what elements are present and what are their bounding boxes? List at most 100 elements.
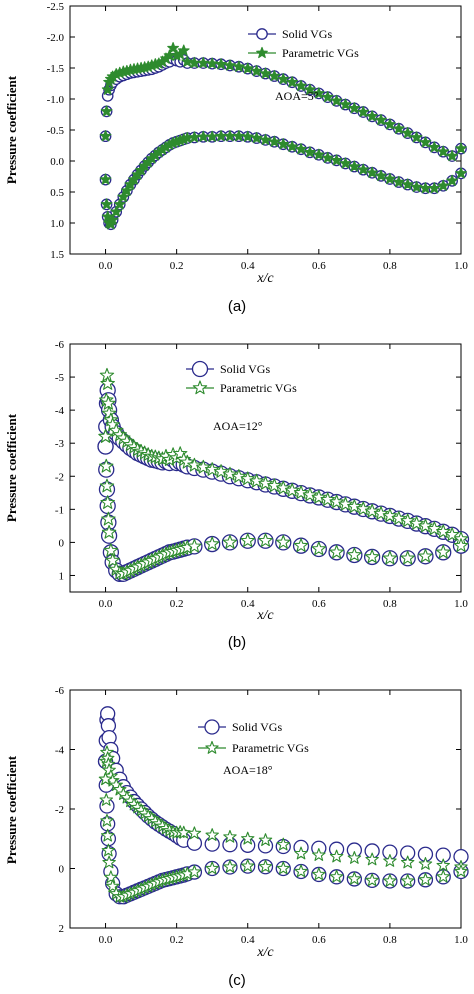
data-point — [444, 527, 460, 542]
legend-circle-marker — [191, 360, 209, 378]
x-tick-label: 0.4 — [241, 598, 255, 610]
x-axis-label: x/c — [256, 608, 274, 623]
data-point — [365, 873, 379, 887]
data-point — [224, 59, 236, 71]
x-tick-label: 0.0 — [99, 598, 113, 610]
data-point — [241, 130, 254, 142]
y-axis-label: Pressure coefficient — [4, 755, 19, 864]
data-point — [187, 538, 202, 553]
data-point — [97, 438, 114, 455]
data-point — [99, 458, 114, 473]
data-point — [339, 157, 352, 169]
series-parametric-vgs — [98, 367, 469, 581]
data-point — [101, 843, 116, 857]
legend-star-marker — [192, 380, 208, 395]
data-point — [311, 489, 327, 504]
y-tick-label: -2 — [55, 471, 64, 483]
data-point — [101, 83, 114, 95]
data-point — [373, 506, 389, 520]
data-point — [400, 873, 415, 887]
data-point — [187, 457, 202, 472]
y-tick-label: -1.0 — [47, 94, 65, 106]
legend-circle-marker — [204, 719, 220, 735]
data-point — [428, 182, 441, 194]
data-point — [312, 87, 325, 99]
data-point — [110, 205, 123, 217]
data-point — [276, 480, 291, 495]
data-point — [105, 553, 120, 567]
data-point — [213, 464, 229, 478]
data-point — [418, 518, 433, 533]
data-point — [276, 534, 291, 549]
data-point — [410, 180, 423, 193]
data-point — [419, 136, 432, 148]
legend-label: Solid VGs — [232, 720, 282, 734]
data-point — [100, 198, 113, 210]
data-point — [436, 524, 451, 539]
data-point — [446, 149, 458, 162]
data-point — [187, 865, 202, 878]
legend-star-marker — [205, 740, 219, 754]
data-point — [384, 172, 396, 185]
y-tick-label: 0.0 — [50, 156, 64, 168]
legend-label: Parametric VGs — [232, 741, 309, 755]
x-tick-label: 0.4 — [241, 934, 255, 946]
data-point — [409, 516, 424, 530]
x-axis-label: x/c — [256, 945, 274, 960]
data-point — [241, 859, 255, 872]
data-point — [104, 870, 118, 884]
data-point — [100, 105, 113, 117]
y-tick-label: 0.5 — [50, 187, 64, 199]
data-point — [204, 462, 220, 476]
legend-label: Parametric VGs — [282, 46, 359, 60]
data-point — [232, 130, 245, 142]
y-tick-label: 0 — [59, 864, 65, 876]
data-point — [401, 178, 414, 190]
x-tick-label: 0.8 — [383, 260, 397, 272]
data-point — [103, 543, 119, 557]
data-point — [100, 813, 114, 827]
y-tick-label: -6 — [55, 685, 65, 697]
data-point — [205, 861, 219, 875]
data-point — [223, 859, 237, 873]
data-point — [437, 179, 450, 191]
data-point — [100, 828, 115, 842]
data-point — [231, 469, 247, 483]
data-point — [347, 871, 362, 885]
data-point — [347, 547, 362, 562]
y-tick-label: -2.5 — [47, 1, 65, 13]
data-point — [232, 60, 245, 72]
panel-label: (c) — [228, 972, 246, 989]
y-tick-label: -4 — [55, 405, 65, 417]
y-tick-label: -1 — [55, 504, 64, 516]
chart-panel-a: 0.0 0.2 0.4 0.6 0.8 1.0 -2.5 -2.0 -1.5 -1.0 -0.5 0.… — [4, 1, 468, 315]
x-tick-label: 1.0 — [454, 598, 468, 610]
panel-label: (b) — [228, 634, 246, 651]
data-point — [240, 471, 255, 486]
data-point — [348, 160, 361, 172]
data-point — [105, 879, 120, 893]
data-point — [418, 856, 433, 870]
legend: Solid VGs Parametric VGs — [248, 27, 359, 60]
panel-label: (a) — [228, 298, 246, 315]
y-tick-label: 0 — [59, 537, 65, 549]
data-point — [99, 130, 112, 142]
y-tick-label: -6 — [55, 339, 65, 351]
data-point — [295, 143, 307, 155]
aoa-annotation: AOA=12° — [213, 419, 263, 433]
data-point — [222, 534, 238, 549]
data-point — [98, 772, 113, 786]
data-point — [223, 829, 237, 843]
data-point — [348, 102, 361, 114]
data-point — [204, 536, 220, 551]
data-point — [382, 550, 398, 565]
x-tick-label: 0.6 — [312, 934, 326, 946]
data-point — [177, 44, 190, 56]
legend-label: Solid VGs — [282, 27, 332, 41]
data-point — [177, 825, 191, 839]
data-point — [357, 163, 370, 175]
data-point — [428, 141, 441, 153]
data-point — [249, 473, 264, 488]
chart-panel-b: 0.0 0.2 0.4 0.6 0.8 1.0 -6 -5 -4 -3 -2 -1 0 1 x/c Press… — [4, 339, 470, 651]
